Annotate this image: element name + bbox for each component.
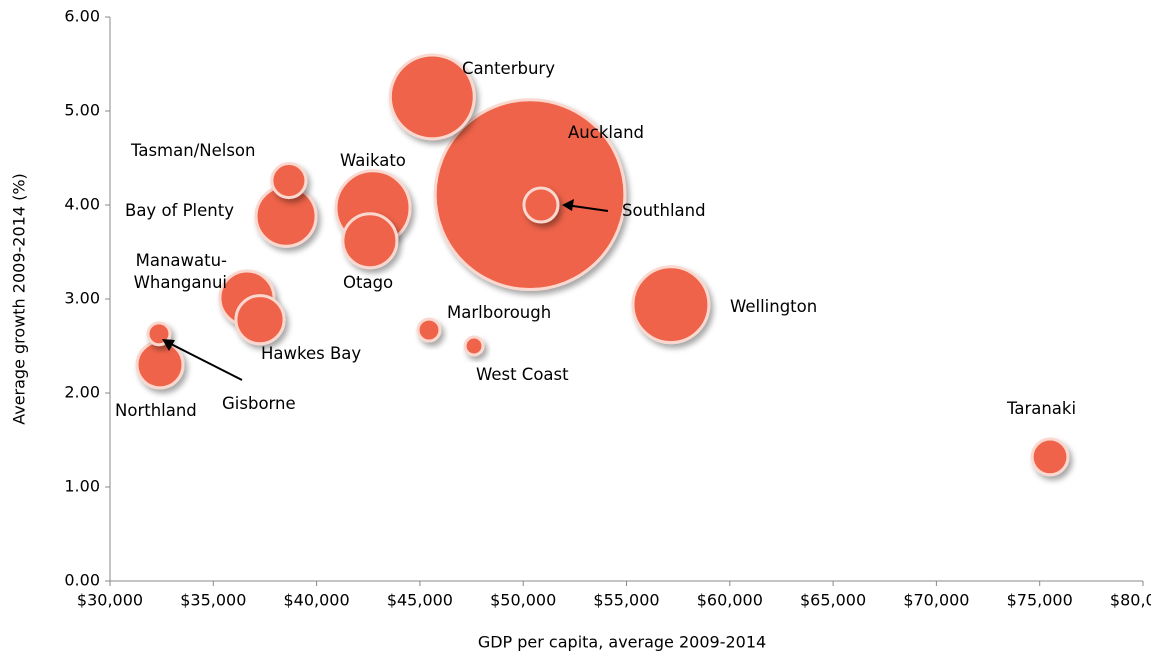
y-tick-label: 6.00 (64, 7, 100, 26)
bubble (341, 212, 399, 270)
x-tick-label: $50,000 (490, 591, 556, 610)
bubble (463, 335, 485, 357)
y-tick-label: 4.00 (64, 195, 100, 214)
point-label: Hawkes Bay (261, 344, 362, 363)
bubble (135, 340, 185, 390)
y-tick-label: 0.00 (64, 571, 100, 590)
bubble (270, 162, 308, 200)
x-tick-label: $65,000 (800, 591, 866, 610)
y-tick-label: 5.00 (64, 101, 100, 120)
arrow (166, 341, 243, 381)
bubble (416, 317, 442, 343)
plot-area (135, 53, 1070, 477)
point-label: Manawatu-Whanganui (133, 251, 227, 292)
bubble (234, 294, 286, 346)
x-tick-label: $60,000 (697, 591, 763, 610)
bubble (631, 265, 711, 345)
point-label: West Coast (476, 365, 569, 384)
y-axis-title: Average growth 2009-2014 (%) (10, 173, 29, 425)
arrow-head (162, 339, 175, 351)
x-tick-label: $30,000 (77, 591, 143, 610)
point-label: Waikato (340, 151, 406, 170)
y-tick-label: 3.00 (64, 289, 100, 308)
x-tick-label: $55,000 (593, 591, 659, 610)
x-tick-label: $75,000 (1007, 591, 1073, 610)
x-tick-label: $70,000 (903, 591, 969, 610)
x-tick-label: $80,000 (1110, 591, 1151, 610)
point-label: Tasman/Nelson (131, 141, 256, 160)
point-label: Auckland (568, 123, 644, 142)
point-label: Gisborne (222, 394, 296, 413)
point-label: Wellington (730, 297, 818, 316)
point-label: Taranaki (1007, 399, 1077, 418)
bubble (522, 186, 560, 224)
y-tick-label: 1.00 (64, 477, 100, 496)
x-axis-title: GDP per capita, average 2009-2014 (478, 633, 766, 652)
y-tick-label: 2.00 (64, 383, 100, 402)
x-tick-label: $45,000 (387, 591, 453, 610)
x-tick-label: $35,000 (180, 591, 246, 610)
point-label: Northland (115, 401, 197, 420)
point-label: Southland (622, 201, 706, 220)
point-label: Otago (343, 273, 394, 292)
point-label: Bay of Plenty (125, 201, 234, 220)
bubble (1030, 437, 1070, 477)
arrow-head (562, 199, 574, 211)
point-label: Marlborough (447, 303, 552, 322)
arrow (565, 204, 609, 212)
x-tick-label: $40,000 (284, 591, 350, 610)
point-label: Canterbury (462, 59, 555, 78)
bubble (388, 53, 476, 141)
